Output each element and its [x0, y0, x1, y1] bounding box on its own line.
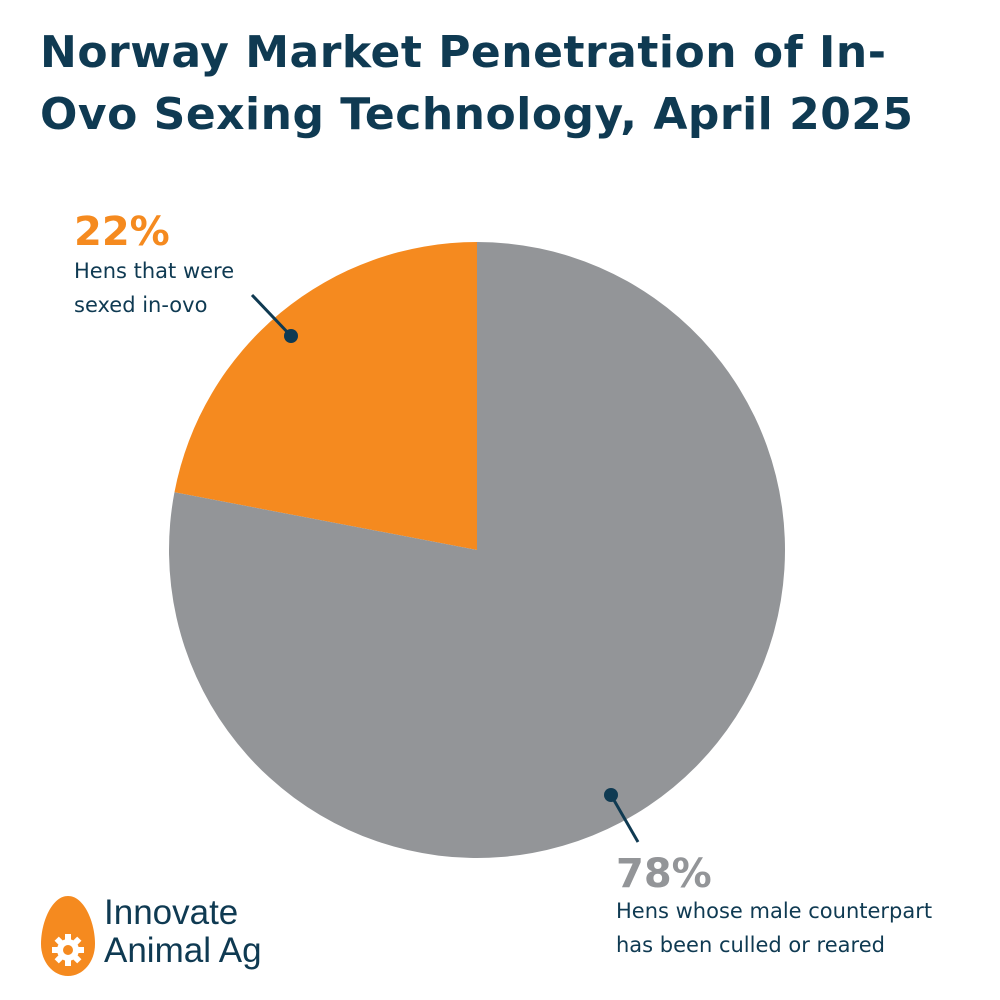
- logo-wordmark: Innovate Animal Ag: [104, 894, 262, 970]
- brand-logo: Innovate Animal Ag: [38, 892, 338, 982]
- slice-value-label-orange: 22%: [74, 209, 170, 255]
- leader-line-gray: [609, 794, 640, 843]
- pie-slice-culled-or-reared: [168, 242, 786, 859]
- slice-value-label-gray: 78%: [616, 851, 712, 897]
- leader-dot-gray: [604, 788, 618, 802]
- leader-dot-orange: [284, 329, 298, 343]
- slice-description-line: has been culled or reared: [616, 933, 885, 957]
- slice-description-orange: Hens that were sexed in-ovo: [74, 254, 334, 322]
- logo-line: Innovate: [104, 893, 239, 932]
- logo-line: Animal Ag: [104, 931, 262, 970]
- slice-description-line: sexed in-ovo: [74, 293, 208, 317]
- slice-description-line: Hens whose male counterpart: [616, 899, 933, 923]
- slice-description-gray: Hens whose male counterpart has been cul…: [616, 894, 996, 962]
- chart-title: Norway Market Penetration of In-Ovo Sexi…: [40, 27, 914, 140]
- leader-lines: [250, 293, 640, 843]
- egg-gear-icon: [41, 896, 95, 976]
- slice-description-line: Hens that were: [74, 259, 235, 283]
- pie-slices: [168, 242, 786, 859]
- pie-slice-sexed-in-ovo: [174, 242, 478, 550]
- leader-line-orange: [250, 293, 293, 338]
